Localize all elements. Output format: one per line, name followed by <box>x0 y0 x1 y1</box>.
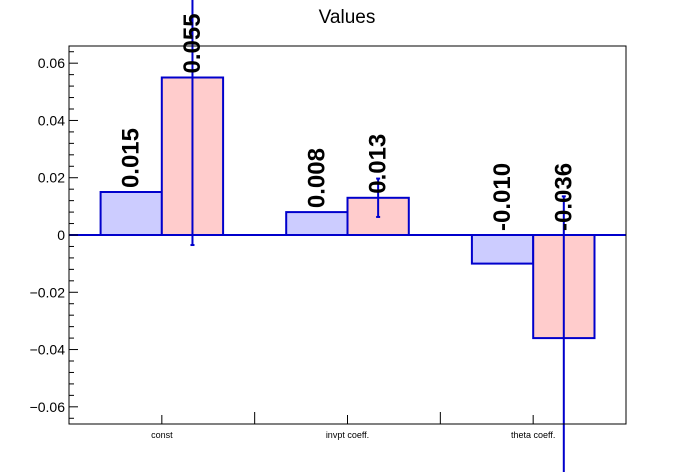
data-label: 0.015 <box>118 128 145 188</box>
error-bars-layer <box>190 0 566 472</box>
x-tick-label: theta coeff. <box>511 430 555 440</box>
y-tick-label: 0.04 <box>38 112 65 128</box>
y-tick-label: −0.04 <box>30 342 66 358</box>
value-labels-layer: 0.015 0.008 -0.010 0.055 0.013 -0.036 <box>118 13 578 231</box>
chart-title: Values <box>319 7 376 28</box>
y-tick-label: 0 <box>57 227 65 243</box>
data-label: 0.055 <box>179 13 206 73</box>
data-label: -0.010 <box>489 163 516 231</box>
data-label: 0.013 <box>365 134 392 194</box>
x-tick-label: invpt coeff. <box>326 430 369 440</box>
bar <box>99 191 163 236</box>
bar <box>285 211 349 237</box>
bar <box>470 234 535 265</box>
data-label: 0.008 <box>303 148 330 208</box>
y-tick-label: −0.02 <box>30 284 66 300</box>
x-tick-label: const <box>151 430 173 440</box>
axes-layer: −0.06 −0.04 −0.02 0 0.02 0.04 0.06 const invpt c… <box>30 45 627 440</box>
data-label: -0.036 <box>550 163 577 231</box>
y-tick-label: 0.02 <box>38 170 65 186</box>
y-tick-label: 0.06 <box>38 55 65 71</box>
y-tick-label: −0.06 <box>30 399 66 415</box>
